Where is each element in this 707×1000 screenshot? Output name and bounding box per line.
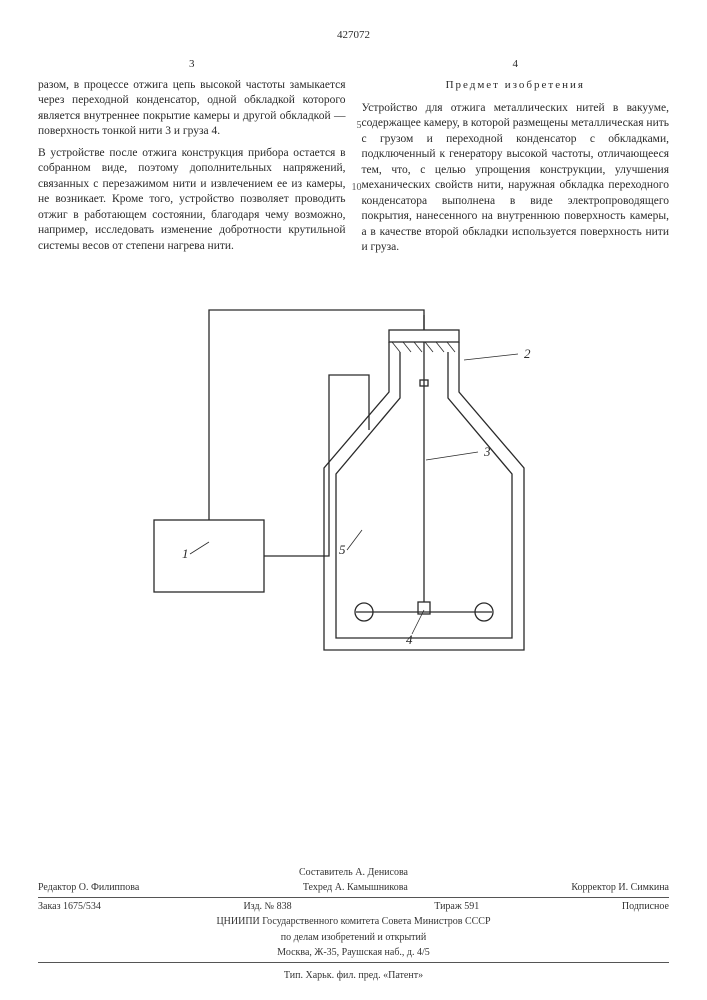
document-number: 427072 bbox=[38, 28, 669, 43]
page-number-left: 3 bbox=[38, 57, 346, 72]
figure: 1 2 3 4 5 bbox=[124, 290, 584, 670]
svg-text:5: 5 bbox=[339, 542, 346, 557]
footer-printer: Тип. Харьк. фил. пред. «Патент» bbox=[38, 969, 669, 983]
footer-editor: Редактор О. Филиппова bbox=[38, 881, 139, 895]
left-paragraph-1: разом, в процессе отжига цепь высокой ча… bbox=[38, 78, 346, 140]
footer-address: Москва, Ж-35, Раушская наб., д. 4/5 bbox=[38, 946, 669, 960]
footer-tirazh: Тираж 591 bbox=[434, 900, 479, 914]
text-columns: 3 разом, в процессе отжига цепь высокой … bbox=[38, 57, 669, 262]
footer-org1: ЦНИИПИ Государственного комитета Совета … bbox=[38, 915, 669, 929]
footer-corrector: Корректор И. Симкина bbox=[571, 881, 669, 895]
svg-text:2: 2 bbox=[524, 346, 531, 361]
footer-techred: Техред А. Камышникова bbox=[303, 881, 408, 895]
left-column: 3 разом, в процессе отжига цепь высокой … bbox=[38, 57, 346, 262]
svg-text:4: 4 bbox=[406, 632, 413, 647]
footer-compiler: Составитель А. Денисова bbox=[38, 866, 669, 880]
footer-credits-row: Редактор О. Филиппова Техред А. Камышник… bbox=[38, 881, 669, 895]
svg-text:3: 3 bbox=[483, 444, 491, 459]
page: 427072 3 разом, в процессе отжига цепь в… bbox=[0, 0, 707, 1000]
claim-paragraph: Устройство для отжига металлических ните… bbox=[362, 101, 670, 256]
footer-rule-1 bbox=[38, 897, 669, 898]
schematic-svg: 1 2 3 4 5 bbox=[124, 290, 584, 670]
page-number-right: 4 bbox=[362, 57, 670, 72]
right-column: 4 Предмет изобретения 5 10 Устройство дл… bbox=[362, 57, 670, 262]
footer: Составитель А. Денисова Редактор О. Фили… bbox=[38, 864, 669, 983]
claims-title: Предмет изобретения bbox=[362, 78, 670, 93]
footer-subscription: Подписное bbox=[622, 900, 669, 914]
left-paragraph-2: В устройстве после отжига конструкция пр… bbox=[38, 146, 346, 255]
footer-order-row: Заказ 1675/534 Изд. № 838 Тираж 591 Подп… bbox=[38, 900, 669, 914]
line-marker-10: 10 bbox=[352, 181, 362, 195]
footer-rule-2 bbox=[38, 962, 669, 963]
footer-org2: по делам изобретений и открытий bbox=[38, 931, 669, 945]
footer-order: Заказ 1675/534 bbox=[38, 900, 101, 914]
svg-text:1: 1 bbox=[182, 546, 189, 561]
footer-izd: Изд. № 838 bbox=[243, 900, 291, 914]
line-marker-5: 5 bbox=[352, 119, 362, 133]
